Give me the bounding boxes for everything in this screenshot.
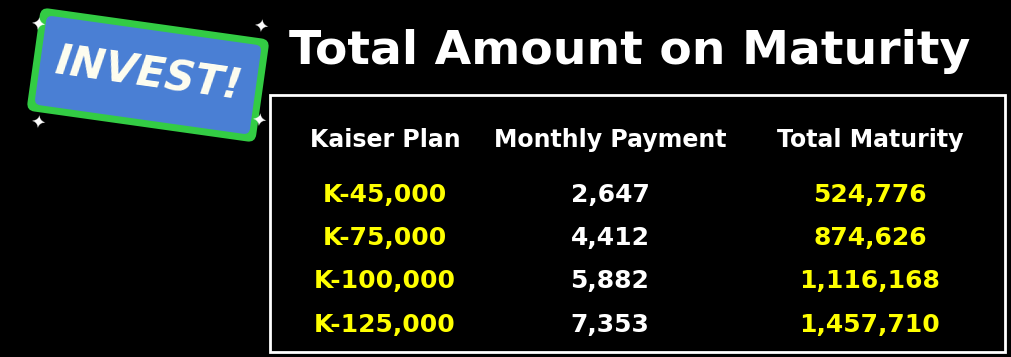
Text: Monthly Payment: Monthly Payment — [493, 128, 726, 152]
Text: 2,647: 2,647 — [570, 183, 649, 207]
Text: 874,626: 874,626 — [813, 226, 926, 250]
Text: 524,776: 524,776 — [813, 183, 926, 207]
Text: Kaiser Plan: Kaiser Plan — [309, 128, 460, 152]
Text: K-45,000: K-45,000 — [323, 183, 447, 207]
Text: 1,116,168: 1,116,168 — [799, 269, 939, 293]
FancyBboxPatch shape — [27, 9, 268, 142]
Text: ✦: ✦ — [252, 18, 269, 38]
Text: K-125,000: K-125,000 — [313, 313, 455, 337]
Text: ✦: ✦ — [28, 16, 47, 36]
FancyBboxPatch shape — [35, 16, 261, 134]
Text: INVEST!: INVEST! — [52, 41, 244, 109]
Text: Total Amount on Maturity: Total Amount on Maturity — [289, 30, 970, 75]
Text: 4,412: 4,412 — [570, 226, 649, 250]
Text: 1,457,710: 1,457,710 — [799, 313, 939, 337]
Text: ✦: ✦ — [28, 114, 47, 134]
Text: 7,353: 7,353 — [570, 313, 649, 337]
Text: 5,882: 5,882 — [570, 269, 649, 293]
Text: K-75,000: K-75,000 — [323, 226, 447, 250]
Text: Total Maturity: Total Maturity — [776, 128, 962, 152]
Text: K-100,000: K-100,000 — [313, 269, 456, 293]
Text: ✦: ✦ — [250, 112, 267, 132]
Bar — [270, 95, 1004, 352]
